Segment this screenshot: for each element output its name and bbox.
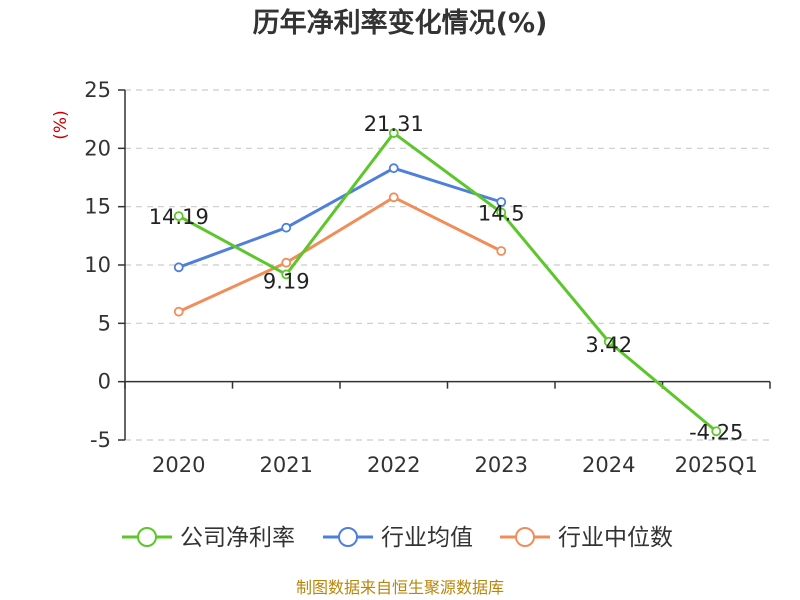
data-label: -4.25 [689, 420, 743, 444]
series-line [178, 195, 502, 314]
data-label: 21.31 [364, 112, 424, 136]
data-point [388, 192, 399, 203]
data-point [281, 222, 292, 233]
data-point [281, 269, 292, 280]
data-label: 3.42 [585, 333, 632, 357]
data-point [496, 246, 507, 256]
source-note: 制图数据来自恒生聚源数据库 [296, 578, 504, 597]
data-label: 9.19 [263, 269, 310, 293]
y-tick-label: 10 [84, 253, 111, 277]
data-point [173, 306, 184, 317]
series-line [178, 166, 502, 269]
y-tick-label: -5 [90, 428, 111, 452]
x-tick-label: 2024 [582, 453, 635, 477]
x-tick-label: 2020 [152, 453, 205, 477]
series-lines [173, 128, 722, 437]
data-point [603, 336, 614, 347]
x-tick-label: 2023 [475, 453, 528, 477]
y-tick-label: 0 [98, 370, 111, 394]
legend-label: 公司净利率 [180, 525, 295, 551]
data-label: 14.5 [478, 202, 525, 226]
x-tick-label: 2021 [260, 453, 313, 477]
data-point [388, 163, 399, 174]
gridlines [125, 89, 770, 441]
data-labels: 14.19 9.19 21.31 14.5 3.42 -4.25 [149, 112, 744, 444]
data-point [281, 257, 292, 268]
tick-labels: 25 20 15 10 5 0 -5 2020 2021 2022 2023 2024 2025Q1 [84, 78, 758, 477]
x-tick-label: 2022 [367, 453, 420, 477]
data-point [496, 207, 507, 218]
axes [118, 89, 771, 441]
y-tick-label: 20 [84, 136, 111, 160]
data-point [388, 128, 399, 138]
y-axis-unit: (%) [51, 110, 71, 139]
series-line [178, 131, 718, 433]
y-tick-label: 5 [98, 311, 111, 335]
chart-title: 历年净利率变化情况(%) [253, 7, 548, 39]
data-point [173, 211, 184, 222]
legend-label: 行业均值 [381, 525, 473, 551]
data-point [173, 262, 184, 273]
y-tick-label: 15 [84, 195, 111, 219]
y-tick-label: 25 [84, 78, 111, 102]
legend-marker-icon [515, 527, 535, 547]
legend-marker-icon [137, 527, 157, 547]
data-point [496, 197, 507, 207]
data-point [711, 426, 722, 437]
x-tick-label: 2025Q1 [675, 453, 758, 477]
data-label: 14.19 [149, 205, 209, 229]
legend: 公司净利率 行业均值 行业中位数 [122, 525, 673, 551]
legend-marker-icon [338, 527, 358, 547]
legend-label: 行业中位数 [558, 525, 673, 551]
